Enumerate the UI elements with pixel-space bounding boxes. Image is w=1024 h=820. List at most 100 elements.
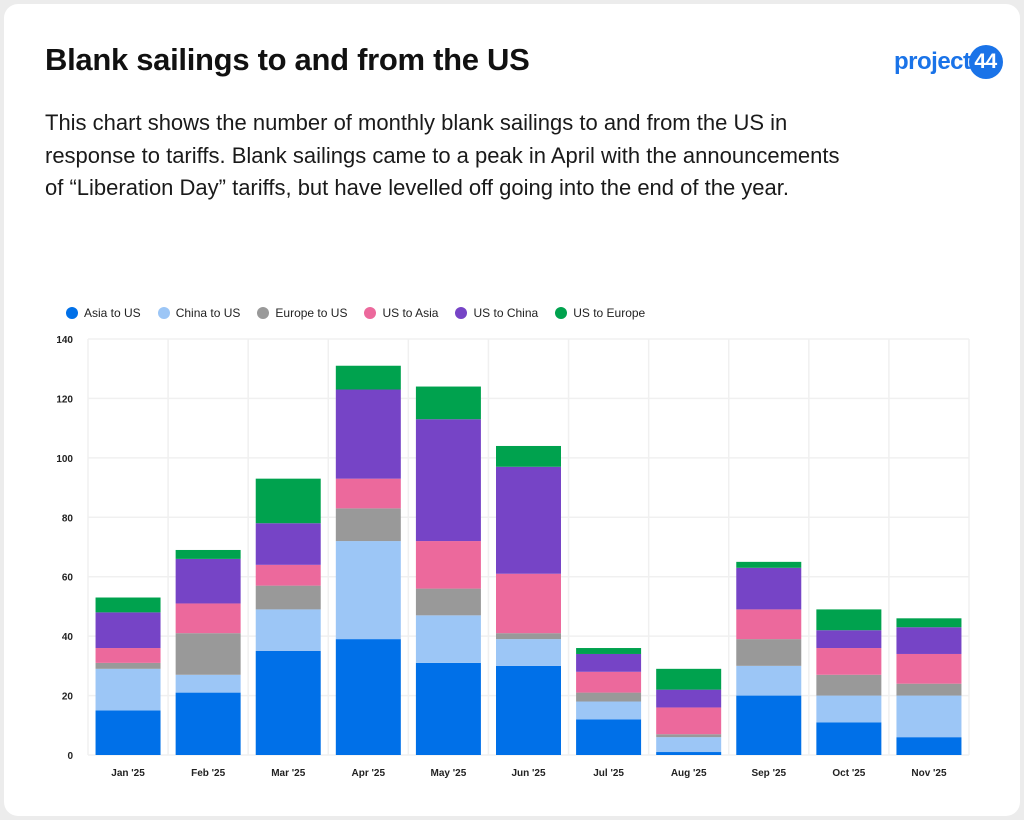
- bar-segment: [656, 707, 722, 735]
- bar-segment: [175, 558, 241, 604]
- x-tick-label: Jul '25: [593, 768, 624, 779]
- x-tick-label: Jan '25: [111, 768, 145, 779]
- logo-badge: 44: [968, 45, 1003, 79]
- bar-segment: [496, 639, 561, 666]
- bar-segment: [175, 549, 241, 559]
- chart-description: This chart shows the number of monthly b…: [45, 110, 840, 200]
- bar-segment: [576, 719, 642, 755]
- bar-segment: [736, 695, 802, 755]
- bar-segment: [415, 662, 481, 755]
- y-tick-label: 80: [62, 513, 74, 524]
- bar-segment: [736, 561, 802, 568]
- legend-swatch: [66, 307, 78, 319]
- y-tick-label: 0: [67, 751, 73, 762]
- bar-segment: [335, 508, 401, 542]
- legend-item[interactable]: US to China: [455, 306, 538, 320]
- bar-segment: [816, 630, 882, 649]
- bar-segment: [255, 651, 321, 755]
- legend-item[interactable]: US to Europe: [555, 306, 645, 320]
- legend-item[interactable]: US to Asia: [364, 306, 438, 320]
- legend-item[interactable]: Asia to US: [66, 306, 141, 320]
- x-tick-label: Nov '25: [911, 768, 947, 779]
- bar-segment: [496, 466, 561, 574]
- bar-segment: [335, 365, 401, 390]
- project44-logo: project 44: [894, 45, 1003, 79]
- bar-segment: [656, 752, 722, 755]
- bar-segment: [816, 674, 882, 696]
- bar-segment: [415, 541, 481, 589]
- bar-segment: [816, 722, 882, 755]
- bar-segment: [255, 585, 321, 610]
- x-tick-label: Feb '25: [191, 768, 225, 779]
- bar-segment: [496, 665, 561, 755]
- bar-segment: [736, 665, 802, 696]
- bar-segment: [896, 737, 962, 755]
- legend-label: US to Europe: [573, 306, 646, 320]
- legend-swatch: [157, 307, 170, 319]
- bar-segment: [95, 648, 161, 663]
- bar-segment: [335, 478, 401, 509]
- bar-segment: [175, 633, 241, 675]
- bar-segment: [95, 612, 161, 649]
- legend-item[interactable]: China to US: [157, 306, 241, 320]
- y-tick-label: 100: [56, 454, 73, 465]
- bar-segment: [576, 671, 642, 693]
- y-tick-label: 140: [56, 335, 73, 346]
- bar-segment: [335, 541, 401, 640]
- legend-label: China to US: [175, 306, 241, 320]
- y-tick-label: 60: [62, 573, 74, 584]
- bar-segment: [496, 633, 561, 640]
- legend-swatch: [257, 307, 270, 319]
- bar-segment: [896, 695, 962, 738]
- legend-swatch: [455, 307, 468, 319]
- bar-segment: [896, 653, 962, 684]
- bar-segment: [415, 419, 481, 542]
- bar-segment: [656, 734, 722, 738]
- legend-item[interactable]: Europe to US: [257, 306, 347, 320]
- x-tick-label: Sep '25: [751, 768, 786, 779]
- bar-segment: [576, 653, 642, 672]
- y-tick-label: 40: [62, 632, 74, 643]
- bar-segment: [816, 648, 882, 675]
- legend-label: US to Asia: [382, 306, 439, 320]
- y-tick-label: 20: [62, 692, 74, 703]
- bar-segment: [175, 674, 241, 693]
- bar-segment: [576, 701, 642, 720]
- bar-segment: [175, 692, 241, 755]
- bar-segment: [175, 603, 241, 634]
- bar-segment: [415, 615, 481, 663]
- bar-segment: [656, 689, 722, 708]
- bar-segment: [255, 609, 321, 651]
- y-tick-label: 120: [56, 394, 73, 405]
- bar-segment: [736, 609, 802, 640]
- x-tick-label: Aug '25: [671, 768, 707, 779]
- bar-segment: [656, 737, 722, 753]
- bar-segment: [95, 668, 161, 711]
- bar-segment: [95, 662, 161, 669]
- bar-segment: [736, 567, 802, 610]
- bar-segment: [335, 389, 401, 479]
- legend-label: Asia to US: [84, 306, 141, 320]
- chart-title: Blank sailings to and from the US: [45, 42, 530, 77]
- bar-segment: [816, 695, 882, 723]
- bar-segment: [576, 692, 642, 702]
- bar-segment: [255, 523, 321, 565]
- bar-segment: [255, 564, 321, 586]
- bar-segment: [95, 597, 161, 613]
- bar-segment: [95, 710, 161, 755]
- bar-segment: [496, 573, 561, 634]
- bar-segment: [415, 386, 481, 420]
- legend-swatch: [555, 307, 568, 319]
- bar-segment: [496, 445, 561, 467]
- bar-segment: [415, 588, 481, 616]
- bar-segment: [896, 627, 962, 654]
- x-tick-label: Oct '25: [832, 768, 865, 779]
- x-tick-label: Mar '25: [271, 768, 306, 779]
- x-tick-label: Jun '25: [511, 768, 545, 779]
- chart-legend: Asia to US China to US Europe to US US to A…: [66, 306, 662, 320]
- x-tick-label: May '25: [431, 768, 467, 779]
- bar-segment: [656, 668, 722, 690]
- logo-text: project: [894, 48, 971, 75]
- bar-segment: [816, 609, 882, 631]
